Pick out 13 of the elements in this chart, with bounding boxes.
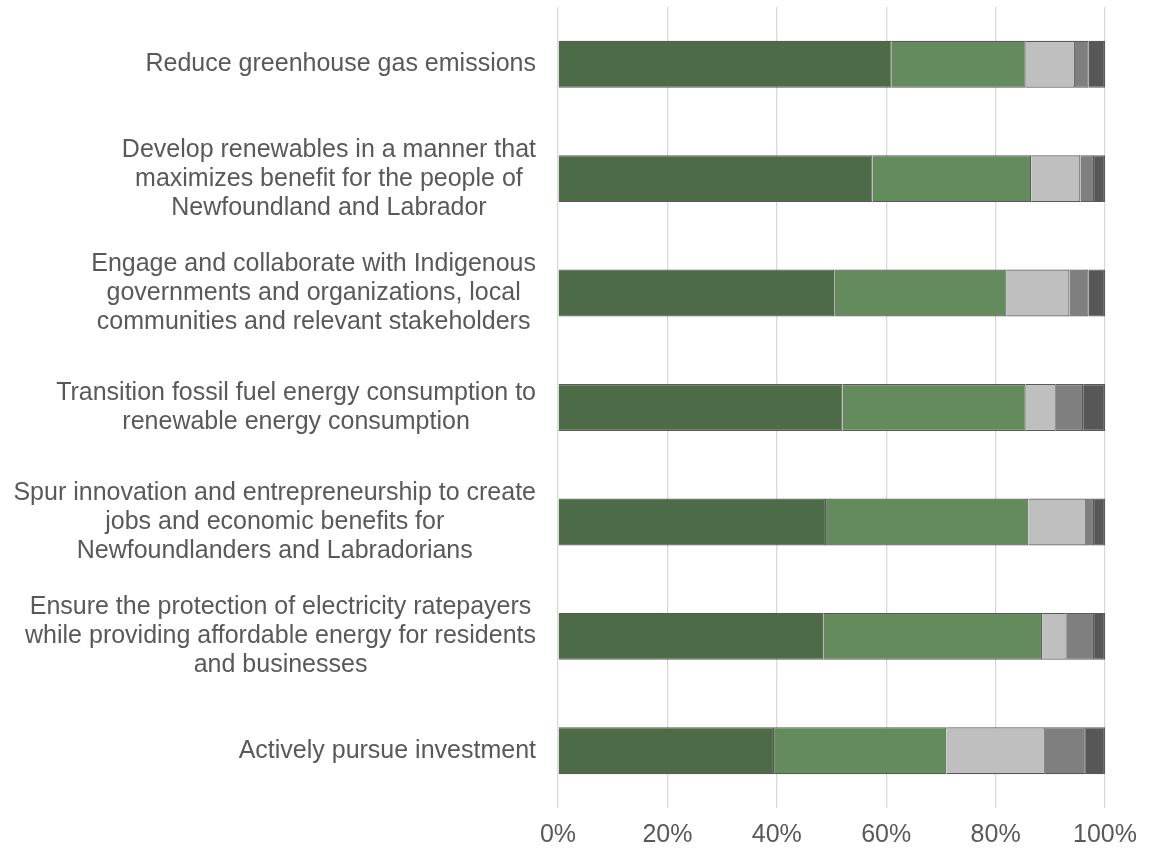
y-tick-label: Spur innovation and entrepreneurship to create jobs and economic benefits for Newfoundlanders and Labradorians <box>13 476 536 563</box>
y-tick-label: Transition fossil fuel energy consumption to renewable energy consumption <box>56 376 536 434</box>
x-tick-label: 40% <box>751 818 802 847</box>
y-tick-label: Ensure the protection of electricity ratepayers while providing affordable energy for residents and businesses <box>24 591 536 678</box>
x-tick-label: 20% <box>642 818 693 847</box>
y-tick-label: Develop renewables in a manner that maximizes benefit for the people of Newfoundland and Labrador <box>121 133 537 220</box>
y-tick-label: Engage and collaborate with Indigenous governments and organizations, local communities and relevant stakeholders <box>91 247 536 334</box>
x-tick-label: 80% <box>970 818 1021 847</box>
x-tick-label: 60% <box>861 818 912 847</box>
y-tick-label: Reduce greenhouse gas emissions <box>145 48 536 77</box>
x-tick-label: 100% <box>1073 818 1138 847</box>
x-tick-label: 0% <box>539 818 577 847</box>
y-tick-label: Actively pursue investment <box>238 734 537 763</box>
